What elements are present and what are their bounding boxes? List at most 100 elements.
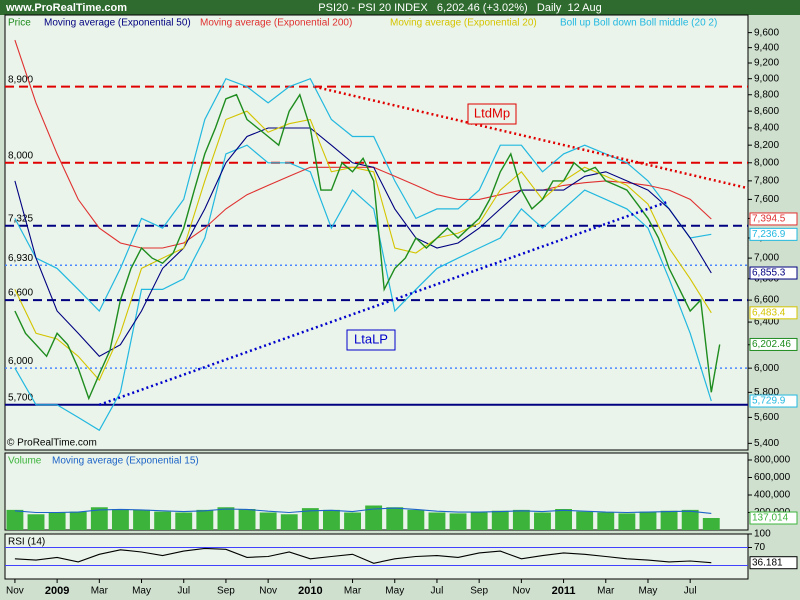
x-tick-label: Jul [177, 586, 190, 597]
series-line [14, 39, 712, 249]
volume-bar [301, 508, 319, 530]
volume-bar [597, 512, 615, 530]
y-tick-label: 6,000 [754, 363, 779, 374]
value-label: 36.181 [752, 557, 783, 568]
bollinger-lower [14, 144, 712, 432]
volume-bar [217, 507, 235, 530]
annotation-box [467, 103, 517, 125]
x-tick-label: 2010 [298, 585, 322, 597]
value-label: 6,202.46 [752, 339, 791, 350]
value-box [749, 337, 798, 351]
y-tick-label: 5,400 [754, 438, 779, 449]
value-box [749, 306, 798, 320]
y-tick-label: 8,200 [754, 140, 779, 151]
legend-entry: Moving average (Exponential 20) [390, 18, 537, 29]
volume-bar [576, 511, 594, 530]
y-tick-label: 600,000 [754, 472, 791, 483]
value-box [749, 227, 798, 241]
y-tick-label: 400,000 [754, 490, 791, 501]
x-tick-label: 2009 [45, 585, 69, 597]
volume-bar [491, 510, 509, 530]
y-tick-label: 8,000 [754, 157, 779, 168]
annotation: LtdMp [474, 105, 510, 120]
volume-bar [386, 507, 404, 530]
volume-bar [407, 509, 425, 530]
legend-entry: Moving average (Exponential 15) [52, 456, 199, 467]
y-tick-label: 70 [754, 542, 766, 553]
level-label: 5,700 [8, 392, 33, 403]
volume-bar [534, 512, 551, 530]
volume-bar [90, 507, 108, 530]
value-box [749, 556, 798, 570]
y-tick-label: 8,800 [754, 89, 779, 100]
y-tick-label: 5,800 [754, 387, 779, 398]
value-box [749, 266, 798, 280]
y-tick-label: 9,000 [754, 73, 779, 84]
volume-bar [69, 511, 87, 530]
x-tick-label: May [639, 586, 658, 597]
trendline [98, 200, 670, 406]
level-label: 6,600 [8, 288, 33, 299]
y-tick-label: 6,400 [754, 317, 779, 328]
x-tick-label: Jul [431, 586, 444, 597]
series-line [14, 547, 712, 564]
annotation: LtaLP [354, 331, 388, 346]
volume-bar [512, 509, 530, 530]
volume-bar [238, 509, 256, 530]
volume-bar [175, 512, 193, 530]
value-label: 6,855.3 [752, 268, 786, 279]
y-tick-label: 7,800 [754, 175, 779, 186]
y-tick-label: 8,600 [754, 106, 779, 117]
value-label: 7,236.9 [752, 229, 786, 240]
x-tick-label: Sep [470, 586, 488, 597]
value-box [749, 212, 798, 226]
x-tick-label: Nov [512, 586, 530, 597]
volume-bar [111, 509, 129, 530]
x-tick-label: Mar [91, 586, 109, 597]
x-tick-label: May [385, 586, 404, 597]
level-label: 8,000 [8, 150, 33, 161]
volume-bar [154, 511, 172, 530]
value-label: 5,729.9 [752, 396, 786, 407]
volume-bar [259, 512, 277, 530]
volume-bar [428, 512, 446, 530]
x-tick-label: Sep [217, 586, 235, 597]
y-tick-label: 100 [754, 529, 771, 540]
y-tick-label: 5,600 [754, 412, 779, 423]
y-tick-label: 7,000 [754, 253, 779, 264]
legend-entry: Volume [8, 456, 42, 467]
x-tick-label: Nov [259, 586, 277, 597]
y-tick-label: 8,400 [754, 123, 779, 134]
panel-background [4, 14, 749, 451]
series-line [14, 127, 712, 357]
series-line [14, 507, 712, 514]
value-box [749, 511, 798, 525]
y-tick-label: 9,400 [754, 42, 779, 53]
volume-bar [133, 509, 150, 530]
site-name: www.ProRealTime.com [5, 2, 127, 14]
volume-bar [639, 511, 657, 530]
series-line [14, 110, 712, 382]
y-tick-label: 6,600 [754, 295, 779, 306]
value-label: 6,483.4 [752, 307, 786, 318]
credit: © ProRealTime.com [7, 438, 97, 449]
header-bar [0, 0, 800, 15]
value-label: 137,014 [752, 513, 789, 524]
y-tick-label: 9,200 [754, 58, 779, 69]
y-tick-label: 9,600 [754, 27, 779, 38]
x-tick-label: Jul [684, 586, 697, 597]
legend-entry: Price [8, 18, 31, 29]
level-label: 8,900 [8, 74, 33, 85]
x-tick-label: 2011 [552, 585, 576, 597]
volume-bar [6, 509, 24, 530]
series-line [14, 93, 721, 401]
level-label: 7,325 [8, 213, 33, 224]
volume-bar [344, 512, 361, 530]
legend-entry: Moving average (Exponential 50) [44, 18, 191, 29]
x-tick-label: Mar [597, 586, 615, 597]
value-box [749, 394, 798, 408]
volume-bar [470, 512, 488, 530]
volume-bar [365, 505, 383, 530]
volume-bar [702, 518, 720, 530]
